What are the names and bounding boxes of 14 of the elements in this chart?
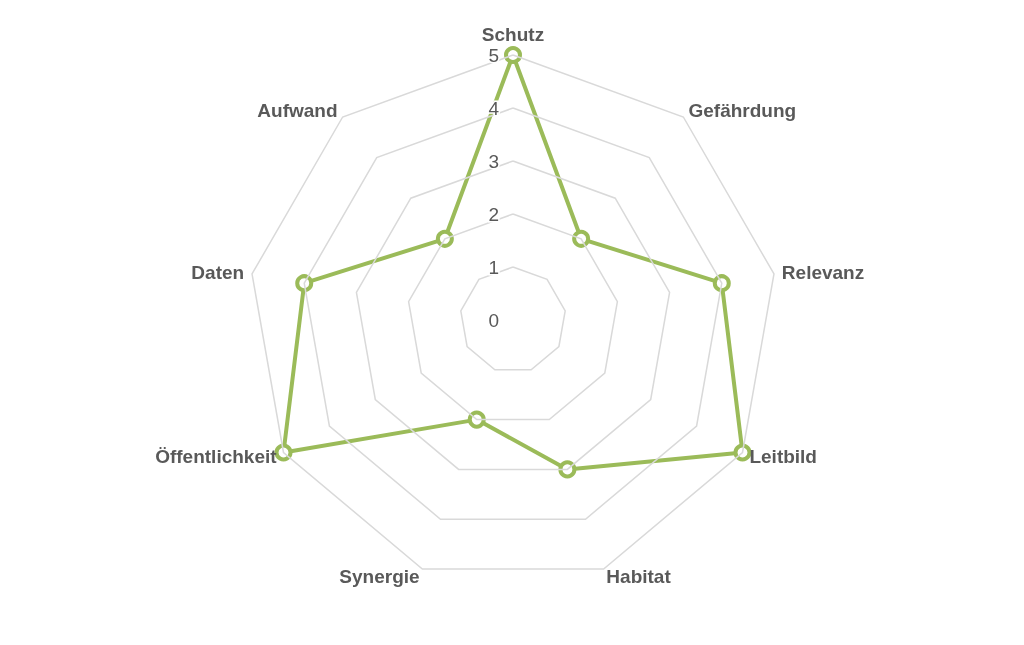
spoke-label: Daten bbox=[191, 262, 245, 284]
y-tick-label: 0 bbox=[488, 309, 499, 331]
spoke-label: Synergie bbox=[339, 566, 420, 588]
spoke-label: Schutz bbox=[481, 24, 545, 46]
y-tick-label: 5 bbox=[488, 44, 499, 66]
spoke-label: Leitbild bbox=[749, 446, 817, 467]
y-tick-label: 2 bbox=[488, 203, 499, 225]
y-tick-label: 3 bbox=[488, 150, 499, 172]
spoke-label: Gefährdung bbox=[688, 100, 797, 122]
spoke-label: Öffentlichkeit bbox=[155, 446, 278, 467]
spoke-label: Relevanz bbox=[781, 262, 865, 284]
spoke-label: Aufwand bbox=[257, 100, 338, 122]
spoke-label: Habitat bbox=[606, 566, 672, 588]
y-tick-label: 1 bbox=[488, 256, 499, 278]
